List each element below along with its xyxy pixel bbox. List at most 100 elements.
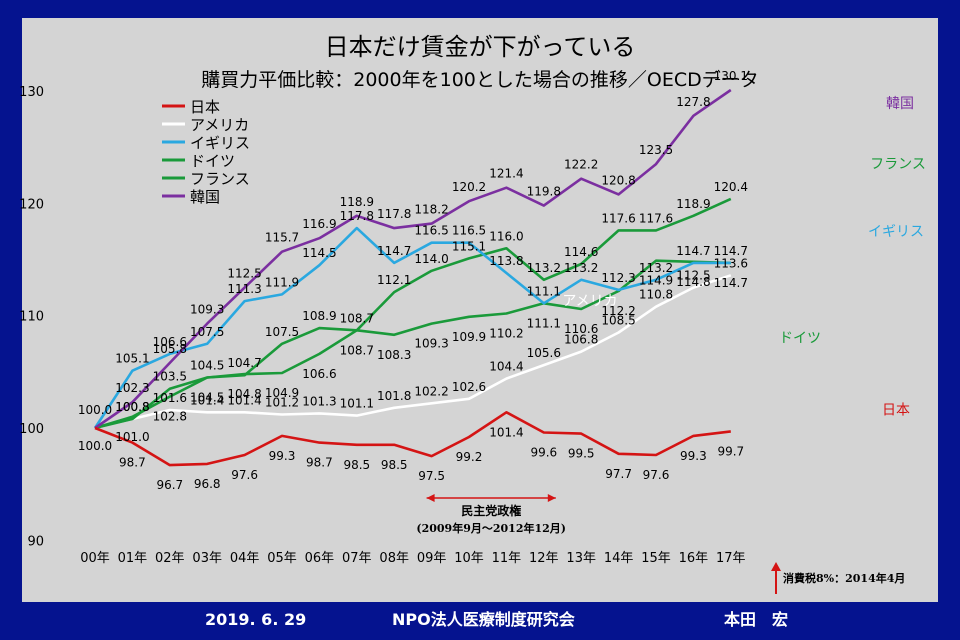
data-label: 117.8: [377, 207, 411, 221]
data-label: 104.7: [227, 356, 261, 370]
data-label: 113.2: [527, 261, 561, 275]
government-period: (2009年9月～2012年12月): [416, 521, 566, 535]
data-label: 101.1: [340, 397, 374, 411]
x-tick-label: 06年: [305, 551, 335, 566]
data-label: 106.6: [153, 335, 187, 349]
data-label: 98.7: [306, 456, 333, 470]
data-label: 104.5: [190, 390, 224, 404]
data-label: 114.5: [302, 246, 336, 260]
data-label: 101.4: [227, 393, 261, 407]
data-label: 104.5: [190, 358, 224, 372]
data-label: 104.9: [265, 386, 299, 400]
data-label: 117.6: [601, 211, 635, 225]
data-label: 113.6: [714, 256, 748, 270]
x-tick-label: 15年: [641, 551, 671, 566]
x-tick-label: 03年: [192, 551, 222, 566]
data-label: 116.5: [452, 224, 486, 238]
data-label: 108.7: [340, 311, 374, 325]
y-tick-label: 110: [19, 310, 44, 325]
x-tick-label: 01年: [118, 551, 148, 566]
data-label: 114.8: [676, 275, 710, 289]
data-label: 107.5: [265, 325, 299, 339]
data-label: 127.8: [676, 95, 710, 109]
data-label: 112.1: [377, 273, 411, 287]
data-label: 106.6: [302, 367, 336, 381]
x-tick-label: 10年: [454, 551, 484, 566]
data-labels: 100.0 98.7 96.7 96.8 97.6 99.3 98.7 98.5 98.5 97.…: [78, 69, 926, 492]
data-label: 114.7: [714, 244, 748, 258]
data-label: 111.1: [527, 284, 561, 298]
tax-arrow-head: [771, 562, 781, 571]
data-label: 113.2: [564, 261, 598, 275]
data-label: 113.2: [639, 261, 673, 275]
series-lines: [93, 88, 732, 467]
data-label: 99.6: [530, 445, 557, 459]
data-label: 111.9: [265, 275, 299, 289]
data-label: 101.2: [265, 396, 299, 410]
data-label: 119.8: [527, 185, 561, 199]
footer-organization: NPO法人医療制度研究会: [392, 610, 575, 629]
data-label: 117.8: [340, 209, 374, 223]
data-label: 112.2: [601, 304, 635, 318]
x-tick-label: 12年: [529, 551, 559, 566]
data-label: 101.8: [377, 389, 411, 403]
series-end-label: 日本: [882, 403, 910, 419]
data-label: 120.4: [714, 180, 748, 194]
data-label: 106.8: [564, 333, 598, 347]
legend-label: アメリカ: [190, 116, 249, 134]
data-label: 120.2: [452, 180, 486, 194]
data-label: 102.2: [414, 384, 448, 398]
data-label: 102.6: [452, 380, 486, 394]
data-label: 112.5: [227, 267, 261, 281]
x-tick-label: 07年: [342, 551, 372, 566]
data-label: 107.5: [190, 325, 224, 339]
series-end-label: イギリス: [868, 224, 924, 240]
data-label: 130.1: [714, 69, 748, 83]
data-label: 97.5: [418, 469, 445, 483]
data-label: 110.6: [564, 322, 598, 336]
data-label: 116.9: [302, 217, 336, 231]
y-tick-label: 120: [19, 197, 44, 212]
x-tick-label: 11年: [492, 551, 522, 566]
data-label: 100.0: [78, 439, 112, 453]
data-label: 105.8: [153, 342, 187, 356]
data-label: 117.6: [639, 211, 673, 225]
data-label: 114.7: [676, 244, 710, 258]
data-label: 100.8: [115, 400, 149, 414]
legend-label: 韓国: [190, 188, 220, 206]
series-line-4: [94, 197, 732, 430]
series-line-1: [94, 274, 732, 430]
series-end-label: フランス: [870, 157, 926, 173]
data-label: 116.5: [414, 224, 448, 238]
data-label: 99.3: [680, 449, 707, 463]
data-label: 101.4: [190, 393, 224, 407]
data-label: 99.5: [568, 447, 595, 461]
y-tick-label: 130: [19, 85, 44, 100]
data-label: 108.5: [601, 314, 635, 328]
data-label: 101.3: [302, 394, 336, 408]
series-end-label: 韓国: [886, 96, 914, 112]
data-label: 108.3: [377, 348, 411, 362]
data-label: 121.4: [489, 167, 523, 181]
series-end-label: アメリカ: [562, 294, 617, 310]
chart-title: 日本だけ賃金が下がっている: [325, 33, 636, 61]
x-tick-label: 05年: [267, 551, 297, 566]
data-label: 99.2: [456, 450, 483, 464]
data-label: 122.2: [564, 158, 598, 172]
data-label: 115.1: [452, 239, 486, 253]
data-label: 118.9: [340, 195, 374, 209]
data-label: 123.5: [639, 143, 673, 157]
data-label: 98.5: [343, 458, 370, 472]
data-label: 114.7: [377, 244, 411, 258]
data-label: 114.7: [714, 276, 748, 290]
data-label: 110.8: [639, 288, 673, 302]
data-label: 112.3: [601, 271, 635, 285]
data-label: 104.8: [227, 387, 261, 401]
data-label: 108.7: [340, 343, 374, 357]
data-label: 114.6: [564, 245, 598, 259]
legend-label: 日本: [190, 98, 220, 116]
data-label: 114.9: [639, 274, 673, 288]
